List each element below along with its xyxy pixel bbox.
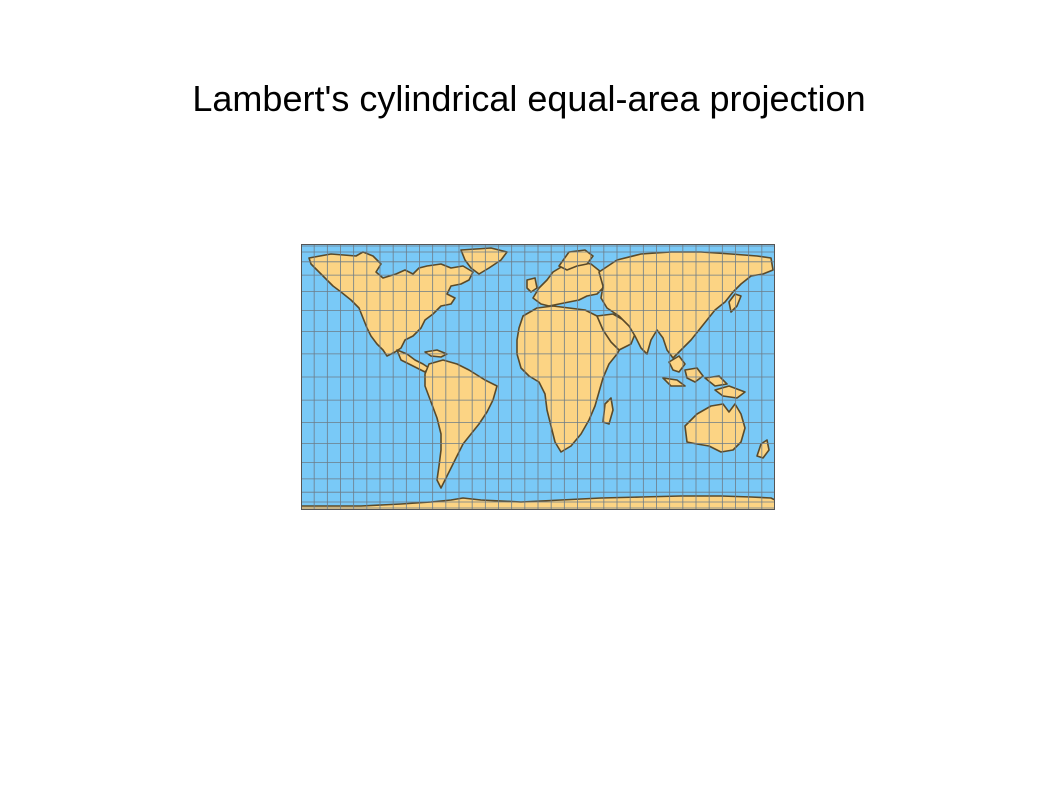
world-map-figure bbox=[301, 244, 775, 510]
world-map bbox=[301, 244, 775, 510]
landmass-caribbean bbox=[424, 349, 448, 358]
slide-title: Lambert's cylindrical equal-area project… bbox=[192, 78, 866, 119]
landmass-australia bbox=[684, 403, 746, 453]
landmass-british-isles bbox=[526, 277, 538, 293]
landmass-north-america bbox=[308, 251, 474, 357]
landmass-southeast-asia bbox=[668, 355, 686, 373]
landmass-south-america bbox=[424, 359, 498, 489]
graticule bbox=[301, 244, 775, 510]
landmass-new-zealand bbox=[756, 439, 770, 459]
map-frame bbox=[301, 244, 775, 510]
landmass-africa bbox=[516, 305, 624, 453]
landmass-madagascar bbox=[602, 397, 614, 425]
